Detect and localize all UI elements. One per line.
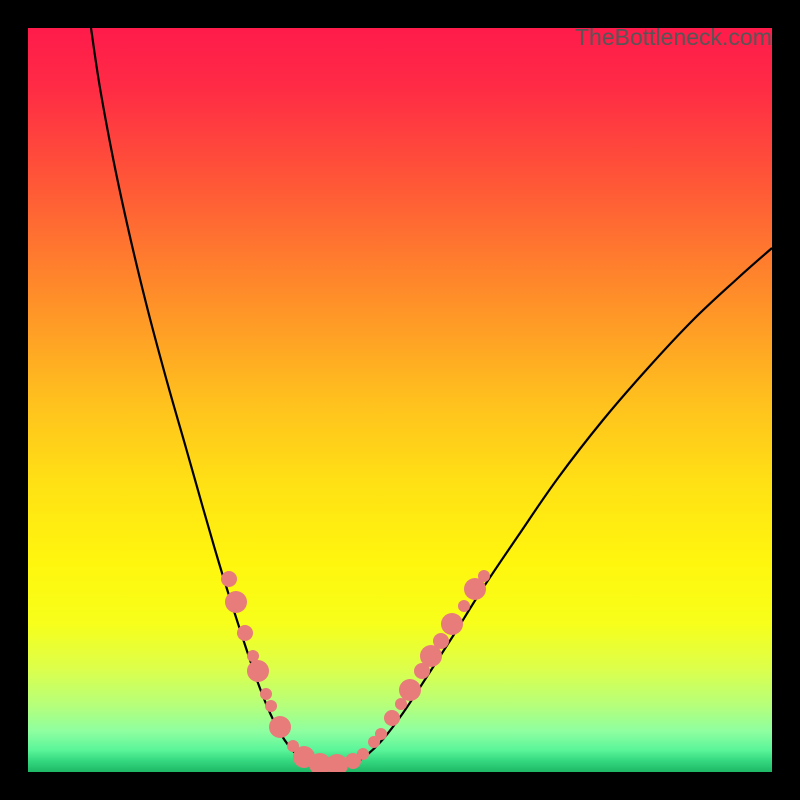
data-point [265,700,277,712]
data-point [260,688,272,700]
data-point [237,625,253,641]
data-point [357,748,369,760]
data-point [221,571,237,587]
data-point [441,613,463,635]
data-point [399,679,421,701]
data-point [269,716,291,738]
watermark-text: TheBottleneck.com [575,24,772,51]
data-point [478,570,490,582]
data-point [326,754,348,772]
data-point [458,600,470,612]
data-point [247,660,269,682]
data-point [433,633,449,649]
data-point [384,710,400,726]
data-point [375,728,387,740]
data-point [225,591,247,613]
curve-plot [28,28,772,772]
